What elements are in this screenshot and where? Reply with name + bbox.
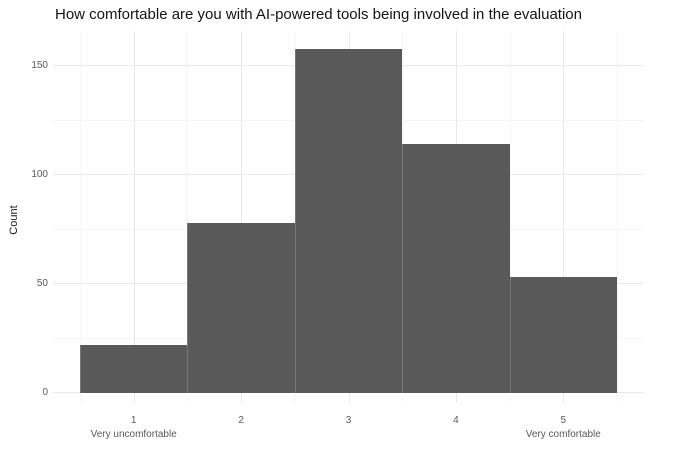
x-tick-label: 2: [238, 415, 244, 426]
gridline-x-minor: [187, 31, 189, 403]
gridline-x-minor: [80, 31, 81, 403]
y-tick-label: 0: [42, 387, 48, 398]
histogram-bar: [187, 222, 295, 393]
histogram-bar: [402, 144, 510, 393]
y-axis-title: Count: [8, 205, 20, 235]
y-tick-label: 50: [36, 278, 48, 289]
histogram-bar: [80, 345, 188, 393]
gridline-x-minor: [509, 31, 511, 403]
histogram-bar: [509, 277, 617, 393]
gridline-x-major: [133, 31, 135, 403]
gridline-x-major: [563, 31, 565, 403]
y-tick-label: 100: [31, 169, 48, 180]
gridline-x-minor: [617, 31, 618, 403]
x-tick-label: 4: [453, 415, 459, 426]
x-tick-label: 1: [130, 415, 137, 426]
y-tick-label: 150: [31, 60, 48, 71]
x-tick-label: 3: [345, 415, 352, 426]
gridline-x-major: [241, 31, 243, 403]
chart-title: How comfortable are you with AI-powered …: [55, 6, 582, 23]
plot-panel: [53, 31, 644, 403]
x-axis-secondary-label: Very comfortable: [525, 429, 601, 440]
x-axis-secondary-label: Very uncomfortable: [90, 429, 177, 440]
histogram-bar: [294, 48, 403, 393]
x-tick-label: 5: [560, 415, 567, 426]
